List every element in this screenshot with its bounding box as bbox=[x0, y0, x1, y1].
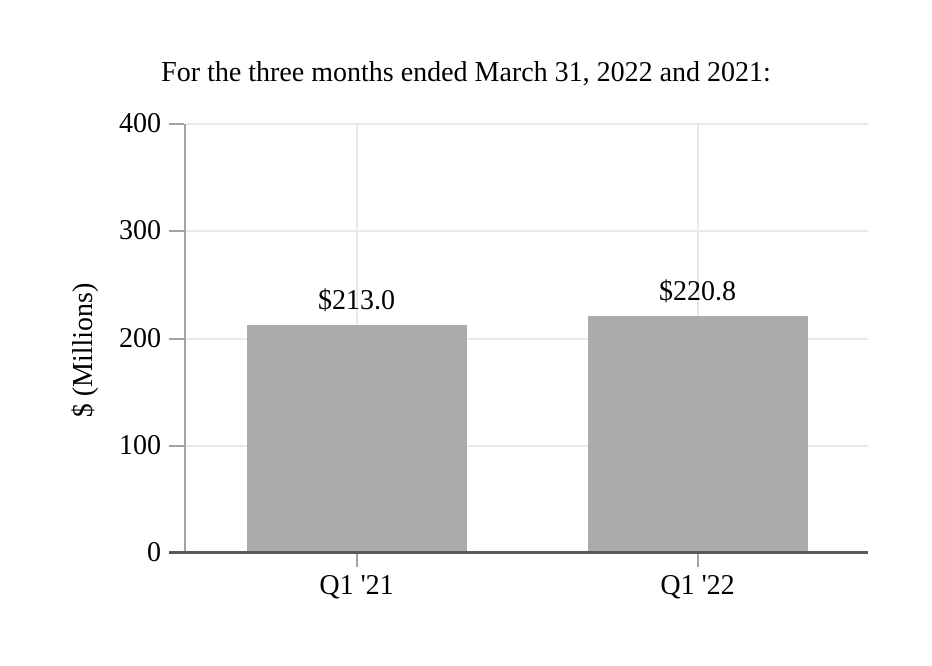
bar-data-label: $213.0 bbox=[318, 285, 395, 316]
chart-title: For the three months ended March 31, 202… bbox=[161, 57, 771, 88]
y-tick-label: 400 bbox=[119, 108, 161, 139]
x-tick bbox=[355, 554, 358, 567]
y-axis-line bbox=[184, 124, 186, 553]
y-tick-label: 300 bbox=[119, 215, 161, 247]
x-tick-label: Q1 '22 bbox=[660, 570, 735, 601]
y-tick bbox=[169, 337, 184, 340]
horizontal-gridline bbox=[186, 230, 868, 233]
bar bbox=[246, 325, 467, 553]
y-tick bbox=[169, 444, 184, 447]
y-tick-label: 100 bbox=[119, 429, 161, 461]
y-tick-label: 200 bbox=[119, 322, 161, 354]
bar bbox=[587, 316, 808, 553]
x-tick-label: Q1 '21 bbox=[319, 570, 394, 601]
plot-area: $213.0 $220.8 0 100 200 300 400 Q1 '21 Q1 '22 bbox=[119, 108, 868, 601]
bar-data-label: $220.8 bbox=[659, 276, 736, 307]
x-axis-line bbox=[169, 551, 868, 554]
x-tick bbox=[696, 554, 699, 567]
y-tick bbox=[169, 123, 184, 125]
y-tick-label: 0 bbox=[147, 537, 161, 568]
horizontal-gridline bbox=[186, 123, 868, 125]
y-tick bbox=[169, 230, 184, 233]
